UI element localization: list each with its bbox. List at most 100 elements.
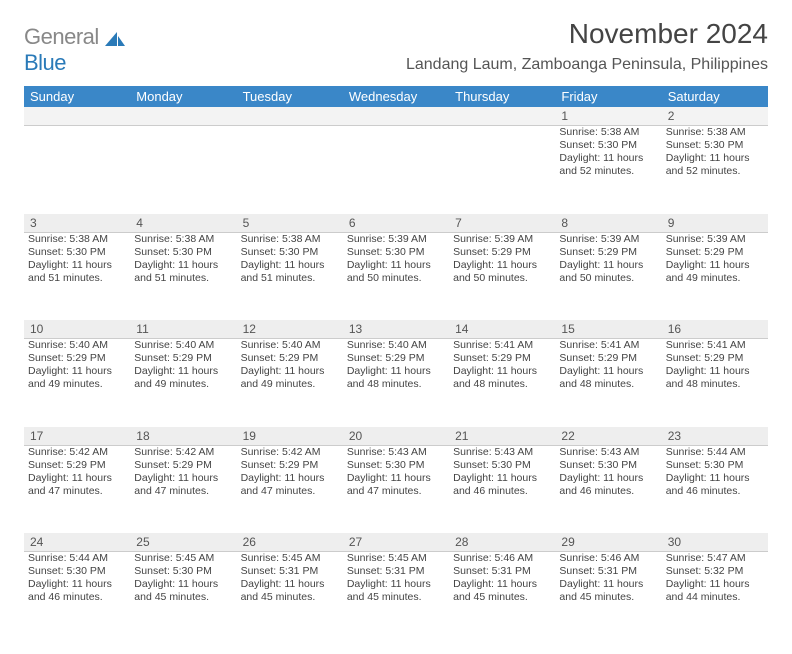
day-number-cell — [449, 107, 555, 126]
sunrise-text: Sunrise: 5:45 AM — [134, 552, 232, 565]
sunset-text: Sunset: 5:31 PM — [453, 565, 551, 578]
day-cell — [237, 126, 343, 214]
daylight-text-2: and 46 minutes. — [28, 591, 126, 604]
daylight-text-2: and 45 minutes. — [453, 591, 551, 604]
day-cell: Sunrise: 5:41 AMSunset: 5:29 PMDaylight:… — [662, 339, 768, 427]
sunset-text: Sunset: 5:29 PM — [453, 246, 551, 259]
title-block: November 2024 Landang Laum, Zamboanga Pe… — [406, 18, 768, 74]
daylight-text-1: Daylight: 11 hours — [28, 578, 126, 591]
sunset-text: Sunset: 5:30 PM — [28, 246, 126, 259]
sunrise-text: Sunrise: 5:39 AM — [559, 233, 657, 246]
day-number-row: 17181920212223 — [24, 427, 768, 446]
day-number-cell: 13 — [343, 320, 449, 339]
sunrise-text: Sunrise: 5:42 AM — [241, 446, 339, 459]
daylight-text-2: and 47 minutes. — [347, 485, 445, 498]
sunrise-text: Sunrise: 5:45 AM — [347, 552, 445, 565]
day-cell: Sunrise: 5:46 AMSunset: 5:31 PMDaylight:… — [449, 552, 555, 640]
day-number-cell: 26 — [237, 533, 343, 552]
day-cell: Sunrise: 5:44 AMSunset: 5:30 PMDaylight:… — [24, 552, 130, 640]
daylight-text-1: Daylight: 11 hours — [453, 472, 551, 485]
daylight-text-2: and 49 minutes. — [241, 378, 339, 391]
day-number-cell: 8 — [555, 214, 661, 233]
logo: General Blue — [24, 24, 127, 76]
sunset-text: Sunset: 5:32 PM — [666, 565, 764, 578]
day-number-cell: 3 — [24, 214, 130, 233]
week-row: Sunrise: 5:38 AMSunset: 5:30 PMDaylight:… — [24, 232, 768, 320]
sunrise-text: Sunrise: 5:43 AM — [347, 446, 445, 459]
day-cell: Sunrise: 5:38 AMSunset: 5:30 PMDaylight:… — [555, 126, 661, 214]
day-number-cell: 17 — [24, 427, 130, 446]
sunrise-text: Sunrise: 5:39 AM — [347, 233, 445, 246]
week-row: Sunrise: 5:38 AMSunset: 5:30 PMDaylight:… — [24, 126, 768, 214]
sunset-text: Sunset: 5:31 PM — [347, 565, 445, 578]
daylight-text-1: Daylight: 11 hours — [559, 259, 657, 272]
day-number-cell: 9 — [662, 214, 768, 233]
day-number-cell: 20 — [343, 427, 449, 446]
day-cell: Sunrise: 5:42 AMSunset: 5:29 PMDaylight:… — [24, 445, 130, 533]
daylight-text-2: and 51 minutes. — [28, 272, 126, 285]
daylight-text-1: Daylight: 11 hours — [453, 365, 551, 378]
sunrise-text: Sunrise: 5:40 AM — [241, 339, 339, 352]
daylight-text-1: Daylight: 11 hours — [666, 365, 764, 378]
sunset-text: Sunset: 5:29 PM — [241, 459, 339, 472]
daylight-text-2: and 51 minutes. — [241, 272, 339, 285]
weekday-header: Sunday — [24, 86, 130, 107]
day-cell — [24, 126, 130, 214]
sunset-text: Sunset: 5:29 PM — [28, 352, 126, 365]
daylight-text-2: and 46 minutes. — [666, 485, 764, 498]
sunrise-text: Sunrise: 5:40 AM — [347, 339, 445, 352]
sunset-text: Sunset: 5:29 PM — [666, 246, 764, 259]
sunset-text: Sunset: 5:29 PM — [134, 459, 232, 472]
day-number-cell: 30 — [662, 533, 768, 552]
sunset-text: Sunset: 5:29 PM — [241, 352, 339, 365]
day-number-cell: 14 — [449, 320, 555, 339]
sunset-text: Sunset: 5:30 PM — [28, 565, 126, 578]
daylight-text-1: Daylight: 11 hours — [134, 578, 232, 591]
day-cell: Sunrise: 5:45 AMSunset: 5:31 PMDaylight:… — [237, 552, 343, 640]
sunset-text: Sunset: 5:29 PM — [134, 352, 232, 365]
daylight-text-2: and 44 minutes. — [666, 591, 764, 604]
sail-icon — [105, 32, 127, 48]
sunrise-text: Sunrise: 5:44 AM — [28, 552, 126, 565]
sunset-text: Sunset: 5:29 PM — [559, 246, 657, 259]
daylight-text-1: Daylight: 11 hours — [134, 365, 232, 378]
day-number-cell: 11 — [130, 320, 236, 339]
daylight-text-2: and 48 minutes. — [559, 378, 657, 391]
sunset-text: Sunset: 5:30 PM — [134, 246, 232, 259]
day-cell: Sunrise: 5:45 AMSunset: 5:31 PMDaylight:… — [343, 552, 449, 640]
day-number-cell: 28 — [449, 533, 555, 552]
day-number-cell: 2 — [662, 107, 768, 126]
day-number-row: 3456789 — [24, 214, 768, 233]
sunset-text: Sunset: 5:30 PM — [241, 246, 339, 259]
sunset-text: Sunset: 5:29 PM — [666, 352, 764, 365]
sunrise-text: Sunrise: 5:38 AM — [28, 233, 126, 246]
weekday-header: Tuesday — [237, 86, 343, 107]
day-number-cell: 6 — [343, 214, 449, 233]
sunrise-text: Sunrise: 5:42 AM — [134, 446, 232, 459]
daylight-text-2: and 46 minutes. — [559, 485, 657, 498]
daylight-text-2: and 45 minutes. — [134, 591, 232, 604]
sunrise-text: Sunrise: 5:41 AM — [559, 339, 657, 352]
weekday-header: Saturday — [662, 86, 768, 107]
sunset-text: Sunset: 5:30 PM — [666, 459, 764, 472]
day-number-cell: 22 — [555, 427, 661, 446]
sunrise-text: Sunrise: 5:41 AM — [453, 339, 551, 352]
daylight-text-1: Daylight: 11 hours — [347, 365, 445, 378]
daylight-text-1: Daylight: 11 hours — [453, 578, 551, 591]
sunset-text: Sunset: 5:30 PM — [666, 139, 764, 152]
sunset-text: Sunset: 5:31 PM — [241, 565, 339, 578]
sunrise-text: Sunrise: 5:46 AM — [559, 552, 657, 565]
week-row: Sunrise: 5:44 AMSunset: 5:30 PMDaylight:… — [24, 552, 768, 640]
sunrise-text: Sunrise: 5:43 AM — [453, 446, 551, 459]
daylight-text-2: and 47 minutes. — [241, 485, 339, 498]
day-number-cell: 23 — [662, 427, 768, 446]
day-cell: Sunrise: 5:47 AMSunset: 5:32 PMDaylight:… — [662, 552, 768, 640]
daylight-text-2: and 50 minutes. — [453, 272, 551, 285]
day-number-cell: 5 — [237, 214, 343, 233]
daylight-text-2: and 51 minutes. — [134, 272, 232, 285]
daylight-text-1: Daylight: 11 hours — [666, 152, 764, 165]
day-cell: Sunrise: 5:39 AMSunset: 5:29 PMDaylight:… — [555, 232, 661, 320]
daylight-text-2: and 45 minutes. — [559, 591, 657, 604]
calendar-page: General Blue November 2024 Landang Laum,… — [0, 0, 792, 654]
day-number-cell: 12 — [237, 320, 343, 339]
